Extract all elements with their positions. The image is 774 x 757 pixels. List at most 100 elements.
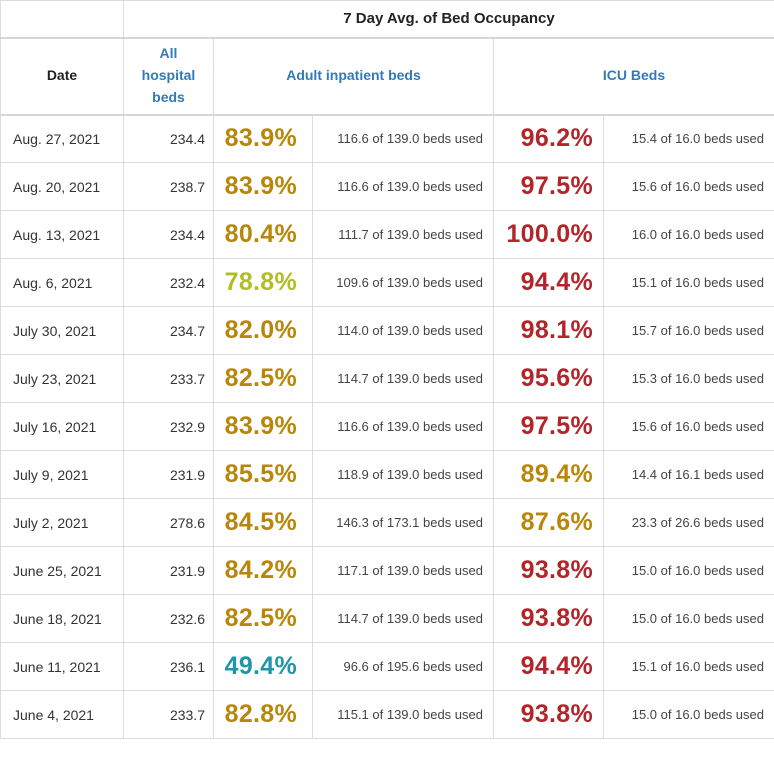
table-row: June 18, 2021 232.6 82.5% 114.7 of 139.0… <box>0 594 774 643</box>
title-row: 7 Day Avg. of Bed Occupancy <box>0 0 774 39</box>
adult-beds-used-text: 116.6 of 139.0 beds used <box>312 402 494 451</box>
column-header-icu-beds: ICU Beds <box>493 37 774 116</box>
adult-occupancy-percent: 83.9% <box>213 162 313 211</box>
icu-beds-used-text: 16.0 of 16.0 beds used <box>603 210 774 259</box>
column-header-adult-inpatient-beds: Adult inpatient beds <box>213 37 494 116</box>
date-cell: Aug. 20, 2021 <box>0 162 124 211</box>
adult-occupancy-percent: 84.5% <box>213 498 313 547</box>
all-beds-value: 233.7 <box>123 690 214 739</box>
icu-occupancy-percent: 96.2% <box>493 114 604 163</box>
icu-beds-used-text: 15.6 of 16.0 beds used <box>603 162 774 211</box>
adult-occupancy-percent: 82.5% <box>213 594 313 643</box>
adult-beds-used-text: 118.9 of 139.0 beds used <box>312 450 494 499</box>
all-beds-value: 231.9 <box>123 546 214 595</box>
date-cell: June 4, 2021 <box>0 690 124 739</box>
header-row: Date All hospital beds Adult inpatient b… <box>0 37 774 116</box>
table-row: June 25, 2021 231.9 84.2% 117.1 of 139.0… <box>0 546 774 595</box>
adult-occupancy-percent: 83.9% <box>213 402 313 451</box>
adult-beds-used-text: 96.6 of 195.6 beds used <box>312 642 494 691</box>
adult-beds-used-text: 114.7 of 139.0 beds used <box>312 594 494 643</box>
date-cell: July 30, 2021 <box>0 306 124 355</box>
icu-occupancy-percent: 93.8% <box>493 690 604 739</box>
all-beds-value: 231.9 <box>123 450 214 499</box>
adult-occupancy-percent: 82.0% <box>213 306 313 355</box>
icu-occupancy-percent: 94.4% <box>493 258 604 307</box>
table-row: July 9, 2021 231.9 85.5% 118.9 of 139.0 … <box>0 450 774 499</box>
table-row: July 30, 2021 234.7 82.0% 114.0 of 139.0… <box>0 306 774 355</box>
icu-occupancy-percent: 89.4% <box>493 450 604 499</box>
all-beds-value: 232.6 <box>123 594 214 643</box>
icu-beds-used-text: 23.3 of 26.6 beds used <box>603 498 774 547</box>
bed-occupancy-table: 7 Day Avg. of Bed Occupancy Date All hos… <box>0 0 774 739</box>
adult-beds-used-text: 115.1 of 139.0 beds used <box>312 690 494 739</box>
icu-occupancy-percent: 97.5% <box>493 402 604 451</box>
all-beds-value: 234.4 <box>123 210 214 259</box>
icu-occupancy-percent: 87.6% <box>493 498 604 547</box>
date-cell: July 2, 2021 <box>0 498 124 547</box>
icu-occupancy-percent: 100.0% <box>493 210 604 259</box>
date-cell: Aug. 13, 2021 <box>0 210 124 259</box>
adult-occupancy-percent: 49.4% <box>213 642 313 691</box>
icu-occupancy-percent: 93.8% <box>493 546 604 595</box>
icu-occupancy-percent: 94.4% <box>493 642 604 691</box>
icu-occupancy-percent: 97.5% <box>493 162 604 211</box>
icu-occupancy-percent: 98.1% <box>493 306 604 355</box>
icu-beds-used-text: 15.0 of 16.0 beds used <box>603 690 774 739</box>
icu-beds-used-text: 15.1 of 16.0 beds used <box>603 642 774 691</box>
adult-occupancy-percent: 82.8% <box>213 690 313 739</box>
all-beds-value: 234.7 <box>123 306 214 355</box>
icu-occupancy-percent: 95.6% <box>493 354 604 403</box>
column-header-date: Date <box>0 37 124 116</box>
table-title: 7 Day Avg. of Bed Occupancy <box>123 0 774 39</box>
all-beds-value: 234.4 <box>123 114 214 163</box>
icu-beds-used-text: 15.1 of 16.0 beds used <box>603 258 774 307</box>
adult-occupancy-percent: 84.2% <box>213 546 313 595</box>
adult-beds-used-text: 116.6 of 139.0 beds used <box>312 162 494 211</box>
adult-beds-used-text: 116.6 of 139.0 beds used <box>312 114 494 163</box>
table-row: Aug. 20, 2021 238.7 83.9% 116.6 of 139.0… <box>0 162 774 211</box>
table-body: Aug. 27, 2021 234.4 83.9% 116.6 of 139.0… <box>0 114 774 739</box>
adult-beds-used-text: 109.6 of 139.0 beds used <box>312 258 494 307</box>
adult-occupancy-percent: 85.5% <box>213 450 313 499</box>
icu-occupancy-percent: 93.8% <box>493 594 604 643</box>
date-cell: July 16, 2021 <box>0 402 124 451</box>
table-head: 7 Day Avg. of Bed Occupancy Date All hos… <box>0 0 774 116</box>
table-row: June 11, 2021 236.1 49.4% 96.6 of 195.6 … <box>0 642 774 691</box>
date-cell: July 9, 2021 <box>0 450 124 499</box>
table-row: July 2, 2021 278.6 84.5% 146.3 of 173.1 … <box>0 498 774 547</box>
table-row: Aug. 6, 2021 232.4 78.8% 109.6 of 139.0 … <box>0 258 774 307</box>
icu-beds-used-text: 15.6 of 16.0 beds used <box>603 402 774 451</box>
adult-beds-used-text: 111.7 of 139.0 beds used <box>312 210 494 259</box>
adult-beds-used-text: 146.3 of 173.1 beds used <box>312 498 494 547</box>
adult-occupancy-percent: 78.8% <box>213 258 313 307</box>
adult-occupancy-percent: 80.4% <box>213 210 313 259</box>
date-cell: June 11, 2021 <box>0 642 124 691</box>
date-cell: Aug. 27, 2021 <box>0 114 124 163</box>
all-beds-value: 232.4 <box>123 258 214 307</box>
adult-occupancy-percent: 83.9% <box>213 114 313 163</box>
all-beds-value: 233.7 <box>123 354 214 403</box>
date-cell: Aug. 6, 2021 <box>0 258 124 307</box>
adult-occupancy-percent: 82.5% <box>213 354 313 403</box>
date-cell: June 25, 2021 <box>0 546 124 595</box>
all-beds-value: 236.1 <box>123 642 214 691</box>
all-beds-value: 238.7 <box>123 162 214 211</box>
adult-beds-used-text: 117.1 of 139.0 beds used <box>312 546 494 595</box>
icu-beds-used-text: 15.3 of 16.0 beds used <box>603 354 774 403</box>
icu-beds-used-text: 14.4 of 16.1 beds used <box>603 450 774 499</box>
table-row: July 16, 2021 232.9 83.9% 116.6 of 139.0… <box>0 402 774 451</box>
all-beds-value: 278.6 <box>123 498 214 547</box>
date-cell: July 23, 2021 <box>0 354 124 403</box>
icu-beds-used-text: 15.0 of 16.0 beds used <box>603 546 774 595</box>
empty-corner-cell <box>0 0 124 39</box>
adult-beds-used-text: 114.0 of 139.0 beds used <box>312 306 494 355</box>
adult-beds-used-text: 114.7 of 139.0 beds used <box>312 354 494 403</box>
column-header-all-hospital-beds: All hospital beds <box>123 37 214 116</box>
table-row: Aug. 27, 2021 234.4 83.9% 116.6 of 139.0… <box>0 114 774 163</box>
icu-beds-used-text: 15.4 of 16.0 beds used <box>603 114 774 163</box>
table-row: Aug. 13, 2021 234.4 80.4% 111.7 of 139.0… <box>0 210 774 259</box>
icu-beds-used-text: 15.0 of 16.0 beds used <box>603 594 774 643</box>
bed-occupancy-panel: 7 Day Avg. of Bed Occupancy Date All hos… <box>0 0 774 739</box>
all-beds-value: 232.9 <box>123 402 214 451</box>
date-cell: June 18, 2021 <box>0 594 124 643</box>
